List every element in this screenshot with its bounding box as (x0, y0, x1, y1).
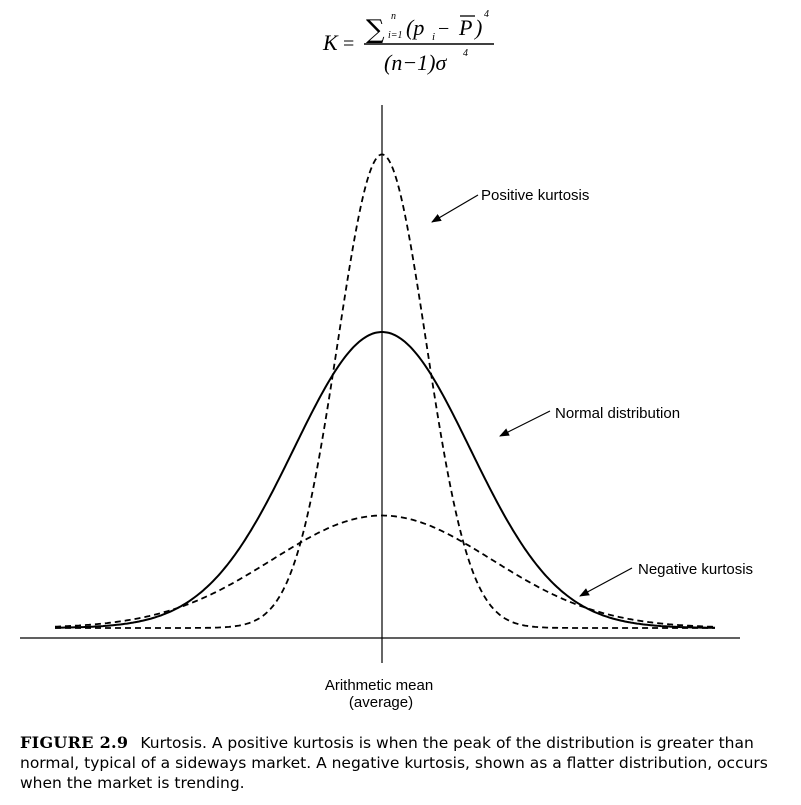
figure-number: FIGURE 2.9 (20, 733, 129, 752)
negative-kurtosis-label: Negative kurtosis (638, 561, 753, 578)
formula-numerator-close: ) (473, 15, 482, 40)
formula-denominator: (n−1)σ (384, 50, 447, 75)
negative-kurtosis-arrow (579, 567, 633, 597)
formula-sum-upper: n (391, 11, 396, 22)
caption-text: Kurtosis. A positive kurtosis is when th… (20, 734, 768, 792)
mean-label-line1: Arithmetic mean (325, 677, 433, 694)
formula-minus: − (438, 18, 449, 40)
figure-caption: FIGURE 2.9 Kurtosis. A positive kurtosis … (20, 733, 790, 793)
kurtosis-formula: K = ∑ n i=1 (p i − P ) 4 (n−1)σ 4 (322, 9, 494, 75)
distribution-curves (55, 153, 716, 629)
normal-distribution-arrow (499, 410, 551, 437)
formula-equals: = (343, 33, 354, 55)
formula-lhs: K (322, 30, 339, 55)
formula-numerator-sub: i (432, 31, 435, 43)
formula-denominator-exp: 4 (463, 48, 468, 59)
negative-curve (55, 514, 715, 628)
positive-kurtosis-arrow (431, 194, 479, 223)
kurtosis-figure: K = ∑ n i=1 (p i − P ) 4 (n−1)σ 4 Positi… (20, 9, 753, 711)
formula-pbar: P (458, 15, 472, 40)
formula-sum-lower: i=1 (388, 30, 403, 41)
formula-numerator-exp: 4 (484, 9, 489, 20)
positive-kurtosis-label: Positive kurtosis (481, 187, 589, 204)
mean-label-line2: (average) (349, 694, 413, 711)
normal-distribution-label: Normal distribution (555, 405, 680, 422)
formula-sum-symbol: ∑ (366, 15, 385, 45)
formula-numerator-body: (p (406, 15, 424, 40)
normal-curve (55, 331, 716, 629)
positive-curve (55, 153, 715, 629)
